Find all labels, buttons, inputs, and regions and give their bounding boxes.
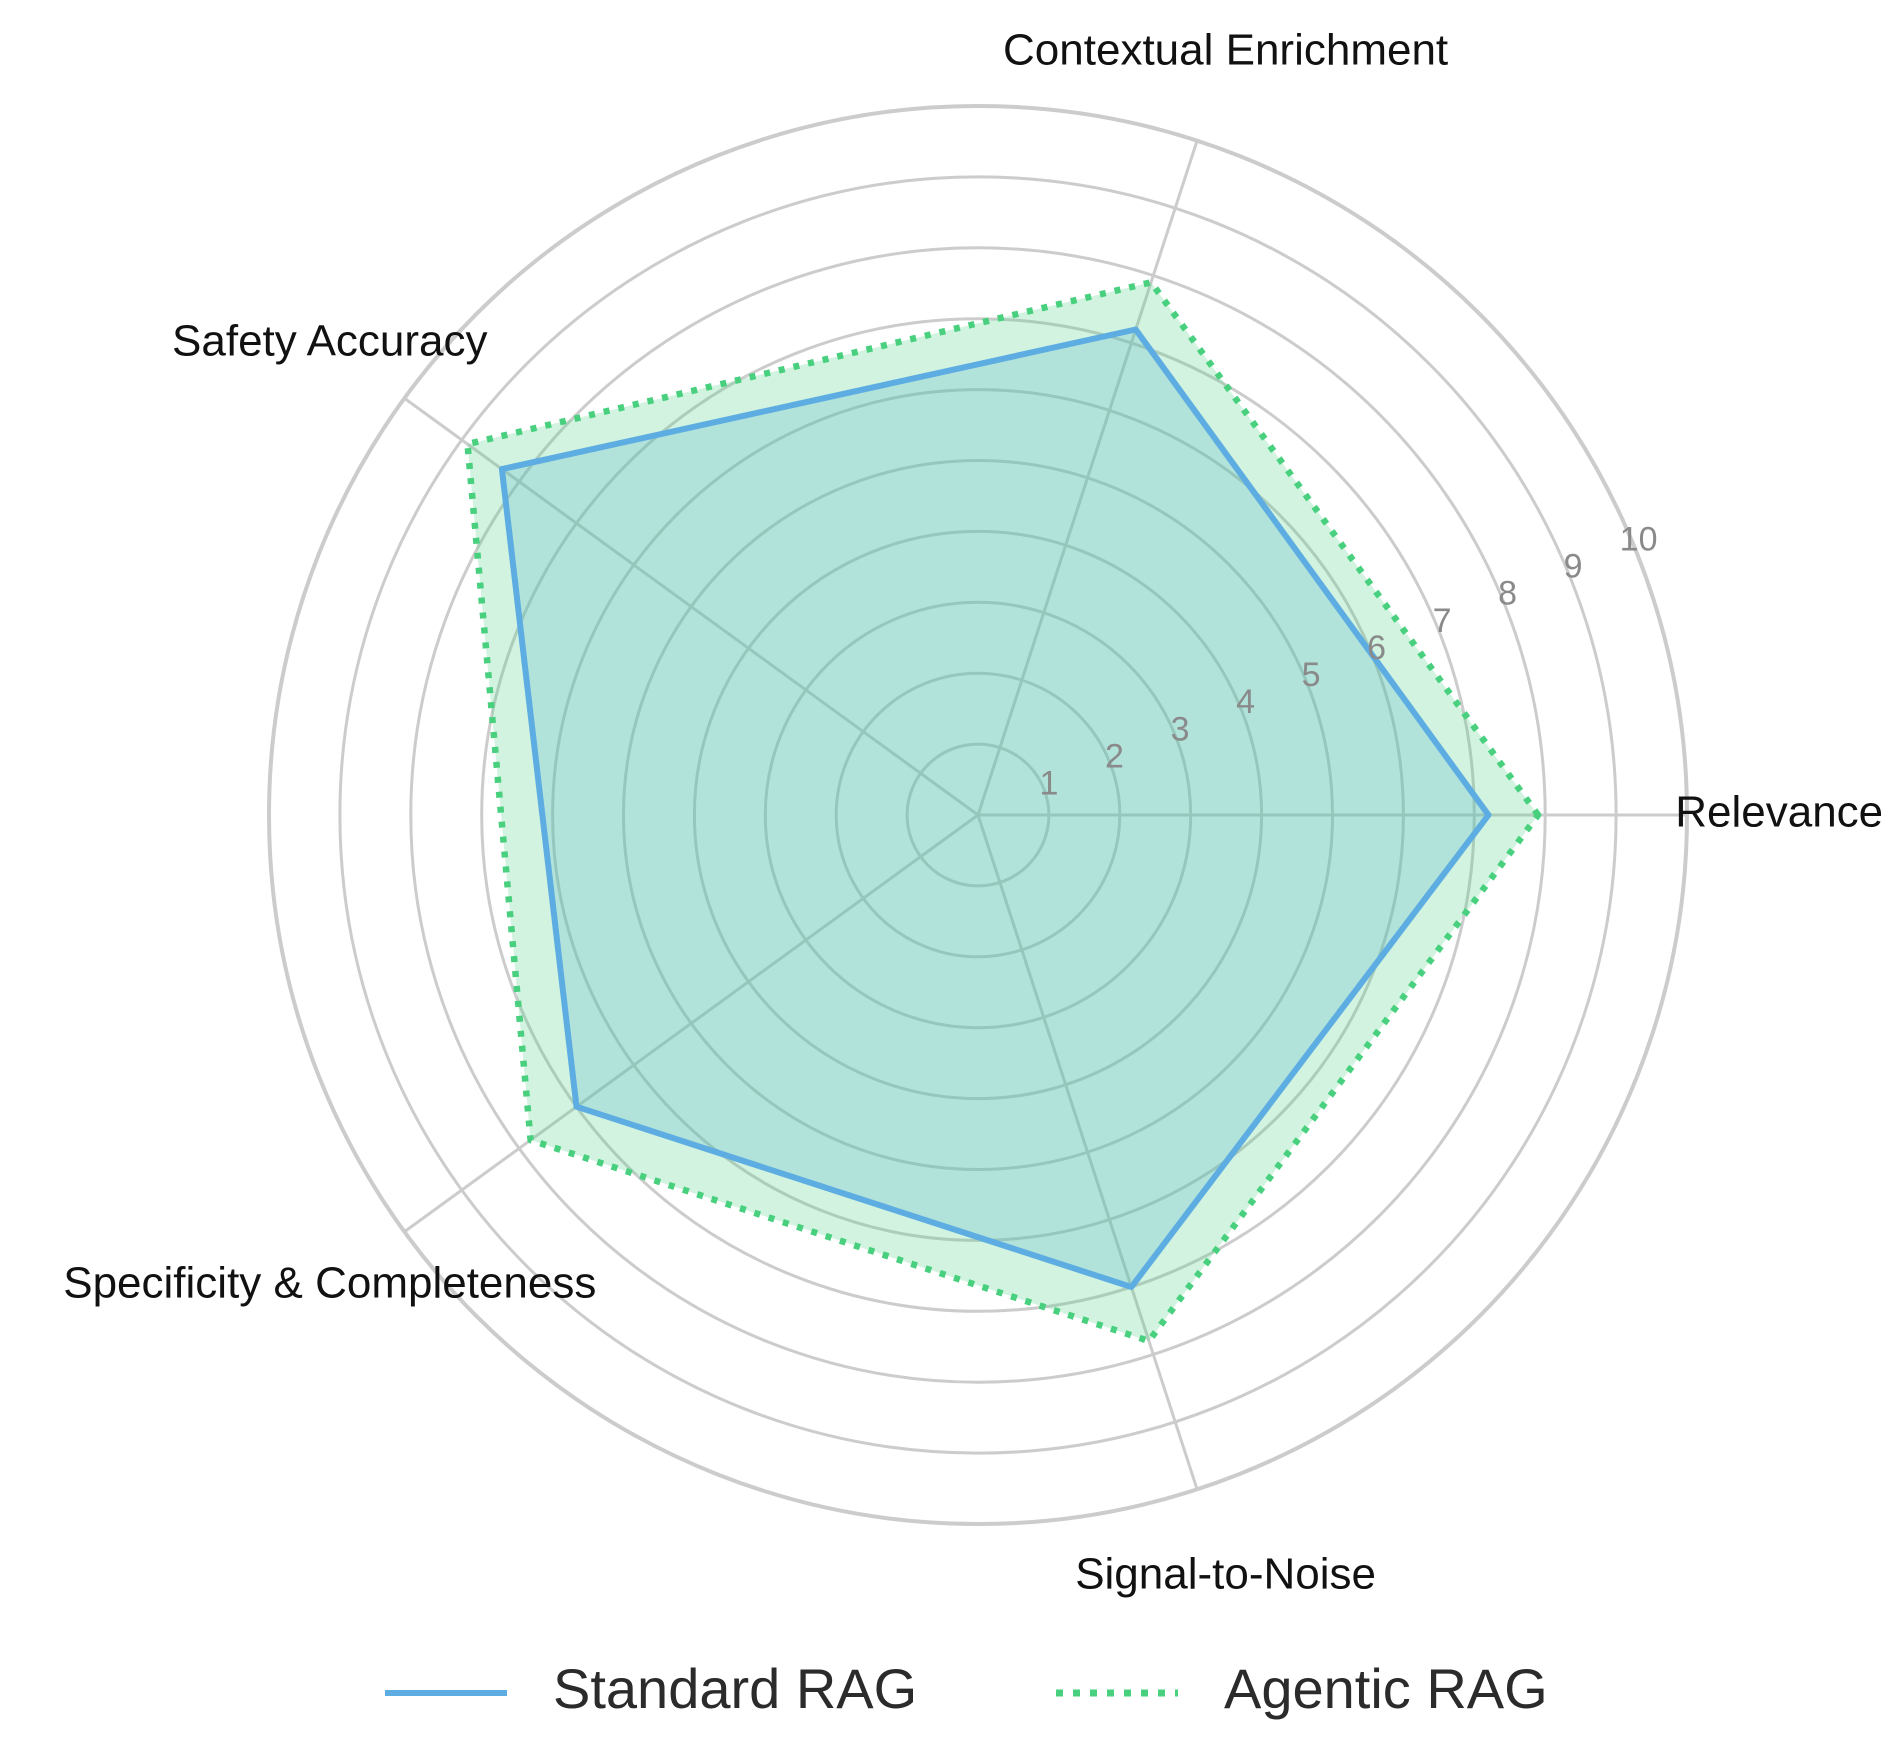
tick-label-5: 5	[1302, 656, 1321, 694]
series-fill-2	[467, 282, 1539, 1341]
grid-spoke-5	[976, 814, 1199, 1490]
tick-label-7: 7	[1433, 602, 1452, 640]
tick-label-6: 6	[1367, 629, 1386, 667]
axis-label-2: Contextual Enrichment	[1003, 26, 1448, 75]
tick-label-8: 8	[1498, 575, 1517, 613]
legend-label-1: Standard RAG	[553, 1657, 917, 1720]
tick-label-2: 2	[1105, 737, 1124, 775]
radar-tick-labels: 1 2 3 4 5 6 7 8 9 10	[1040, 520, 1658, 802]
tick-label-10: 10	[1620, 520, 1658, 558]
axis-label-4: Specificity & Completeness	[63, 1259, 596, 1308]
axis-label-1: Relevance	[1675, 788, 1881, 837]
series-fill-1	[501, 329, 1489, 1287]
tick-label-9: 9	[1564, 547, 1583, 585]
radar-grid	[267, 104, 1689, 1526]
tick-label-1: 1	[1040, 765, 1059, 803]
series-line-1	[498, 326, 1492, 1290]
grid-spoke-4	[403, 813, 979, 1233]
axis-label-5: Signal-to-Noise	[1075, 1550, 1376, 1599]
series-line-2	[464, 279, 1542, 1345]
legend-label-2: Agentic RAG	[1224, 1657, 1548, 1720]
grid-spoke-2	[976, 140, 1199, 816]
tick-label-4: 4	[1236, 683, 1255, 721]
axis-label-3: Safety Accuracy	[172, 317, 487, 366]
radar-series	[464, 279, 1542, 1345]
legend: Standard RAG Agentic RAG	[385, 1657, 1548, 1720]
tick-label-3: 3	[1171, 710, 1190, 748]
radar-axis-labels: Relevance Contextual Enrichment Safety Acc…	[63, 26, 1881, 1599]
